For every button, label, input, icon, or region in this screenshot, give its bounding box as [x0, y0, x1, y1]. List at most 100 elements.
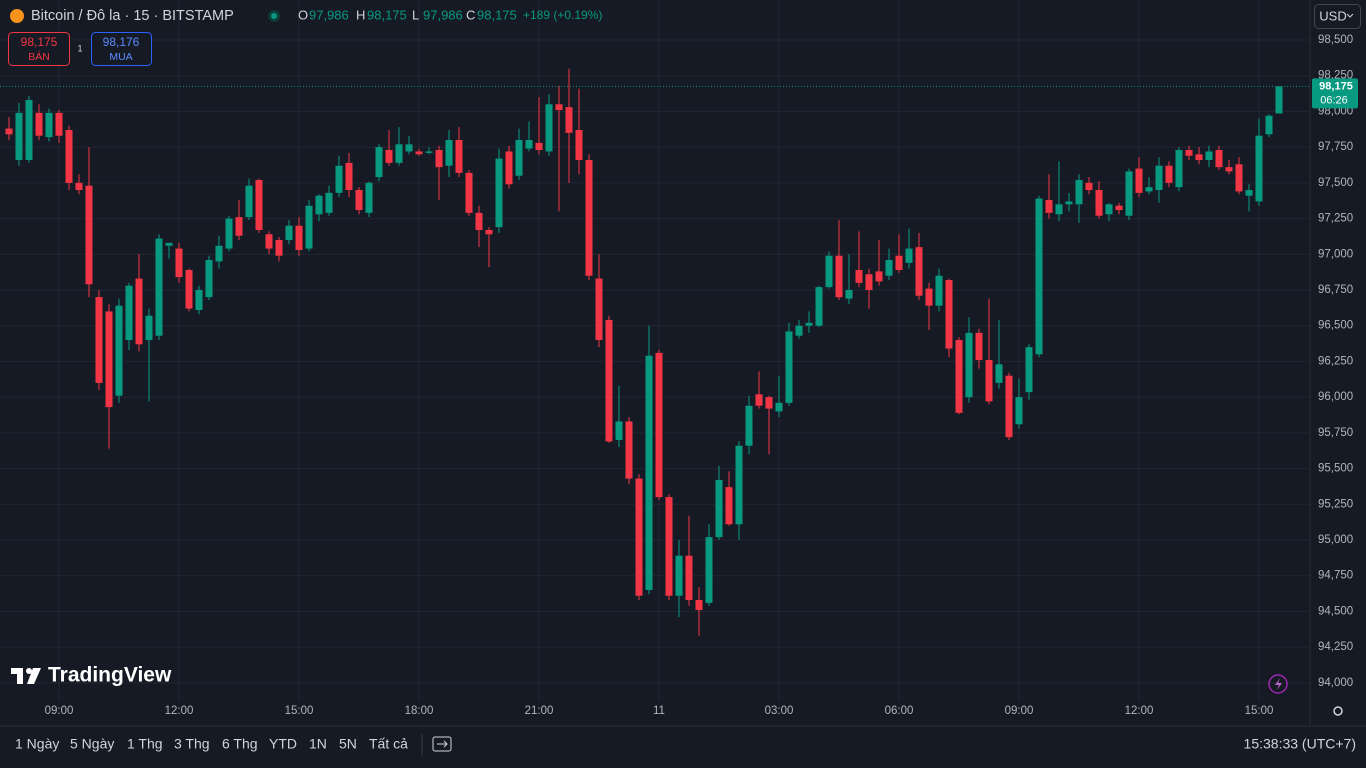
candle-body — [995, 364, 1003, 383]
candle-body — [635, 478, 643, 596]
candle-body — [875, 271, 883, 282]
candle-body — [1025, 347, 1033, 393]
currency-button[interactable] — [1314, 4, 1361, 29]
buy-button[interactable] — [91, 32, 152, 66]
candle-body — [695, 600, 703, 610]
candle-body — [1055, 204, 1063, 215]
range-buttons: 1 Ngày 5 Ngày 1 Thg 3 Thg 6 Thg YTD 1N 5N Tất cả — [15, 736, 408, 752]
sell-button[interactable] — [8, 32, 70, 66]
candle-body — [535, 142, 543, 150]
candle-body — [805, 322, 813, 326]
candle-body — [775, 402, 783, 412]
y-tick-label: 98,000 — [1318, 105, 1353, 117]
candle-body — [1125, 171, 1133, 216]
date-range-icon[interactable] — [432, 736, 452, 752]
range-button[interactable]: 5 Ngày — [70, 736, 114, 752]
candle-body — [165, 242, 173, 246]
candle-body — [945, 280, 953, 349]
candle-body — [975, 332, 983, 360]
range-button[interactable]: 1N — [309, 736, 327, 752]
candle-body — [1215, 150, 1223, 168]
x-tick-label: 09:00 — [1005, 705, 1034, 717]
range-button[interactable]: YTD — [269, 736, 297, 752]
candle-body — [865, 274, 873, 290]
candle-body — [955, 340, 963, 413]
y-tick-label: 97,750 — [1318, 141, 1353, 153]
candle-body — [605, 320, 613, 442]
lightning-button[interactable] — [1268, 674, 1288, 694]
candle-body — [345, 162, 353, 190]
logo-mark — [11, 668, 41, 684]
price-axis: 98,50098,25098,00097,75097,50097,25097,0… — [1318, 34, 1353, 689]
x-tick-label: 18:00 — [405, 705, 434, 717]
candle-body — [105, 311, 113, 408]
range-button[interactable]: 6 Thg — [222, 736, 258, 752]
candle-body — [1045, 200, 1053, 213]
candle-body — [315, 195, 323, 215]
candle-body — [145, 315, 153, 340]
candle-body — [825, 255, 833, 288]
candle-body — [1145, 187, 1153, 192]
range-button[interactable]: 1 Thg — [127, 736, 163, 752]
candle-body — [455, 140, 463, 173]
candle-body — [915, 247, 923, 296]
spread: 1 — [77, 43, 82, 53]
chevron — [1346, 13, 1354, 18]
candle-body — [925, 288, 933, 306]
candle-body — [1115, 205, 1123, 210]
candle-body — [735, 445, 743, 525]
x-tick-label: 06:00 — [885, 705, 914, 717]
range-button[interactable]: Tất cả — [369, 736, 408, 752]
range-button[interactable]: 5N — [339, 736, 357, 752]
candle-body — [1155, 165, 1163, 190]
candle-body — [185, 270, 193, 309]
candle-body — [755, 394, 763, 406]
candle-body — [295, 225, 303, 250]
x-tick-label: 09:00 — [45, 705, 74, 717]
y-tick-label: 94,500 — [1318, 605, 1353, 617]
ohlc-value: 97,986 — [423, 7, 463, 22]
candle-body — [15, 112, 23, 160]
candle-body — [475, 212, 483, 230]
y-tick-label: 97,000 — [1318, 248, 1353, 260]
candle-body — [395, 144, 403, 163]
range-button[interactable]: 3 Thg — [174, 736, 210, 752]
candle-body — [1075, 180, 1083, 205]
ohlc-key: O — [298, 7, 308, 22]
candle-body — [355, 190, 363, 210]
candle-body — [385, 150, 393, 163]
candle-body — [1065, 201, 1073, 205]
candle-body — [575, 130, 583, 160]
candle-body — [115, 305, 123, 396]
candle-body — [235, 217, 243, 236]
buy-price[interactable]: 98,176 — [103, 35, 140, 49]
y-tick-label: 98,500 — [1318, 34, 1353, 46]
settings-icon[interactable] — [1333, 706, 1343, 716]
candle-body — [725, 487, 733, 525]
candle-body — [1205, 151, 1213, 160]
candle-body — [365, 182, 373, 213]
sell-price[interactable]: 98,175 — [21, 35, 58, 49]
candle-body — [335, 165, 343, 193]
candle-body — [85, 185, 93, 285]
candle-body — [815, 287, 823, 326]
candle-body — [435, 150, 443, 168]
x-tick-label: 21:00 — [525, 705, 554, 717]
candle-body — [965, 332, 973, 398]
candle-body — [705, 537, 713, 603]
range-button[interactable]: 1 Ngày — [15, 736, 59, 752]
candle-body — [245, 185, 253, 218]
ohlc-key: L — [412, 7, 419, 22]
currency[interactable]: USD — [1319, 8, 1346, 23]
y-tick-label: 96,250 — [1318, 355, 1353, 367]
candle-body — [1175, 150, 1183, 188]
symbol: Bitcoin / Đô la · 15 · BITSTAMP — [31, 8, 234, 24]
buy-label[interactable]: MUA — [109, 51, 132, 63]
sell-label[interactable]: BÁN — [28, 50, 50, 63]
candle-body — [25, 100, 33, 160]
candle-body — [205, 260, 213, 298]
y-tick-label: 94,750 — [1318, 570, 1353, 582]
candle-body — [225, 218, 233, 249]
